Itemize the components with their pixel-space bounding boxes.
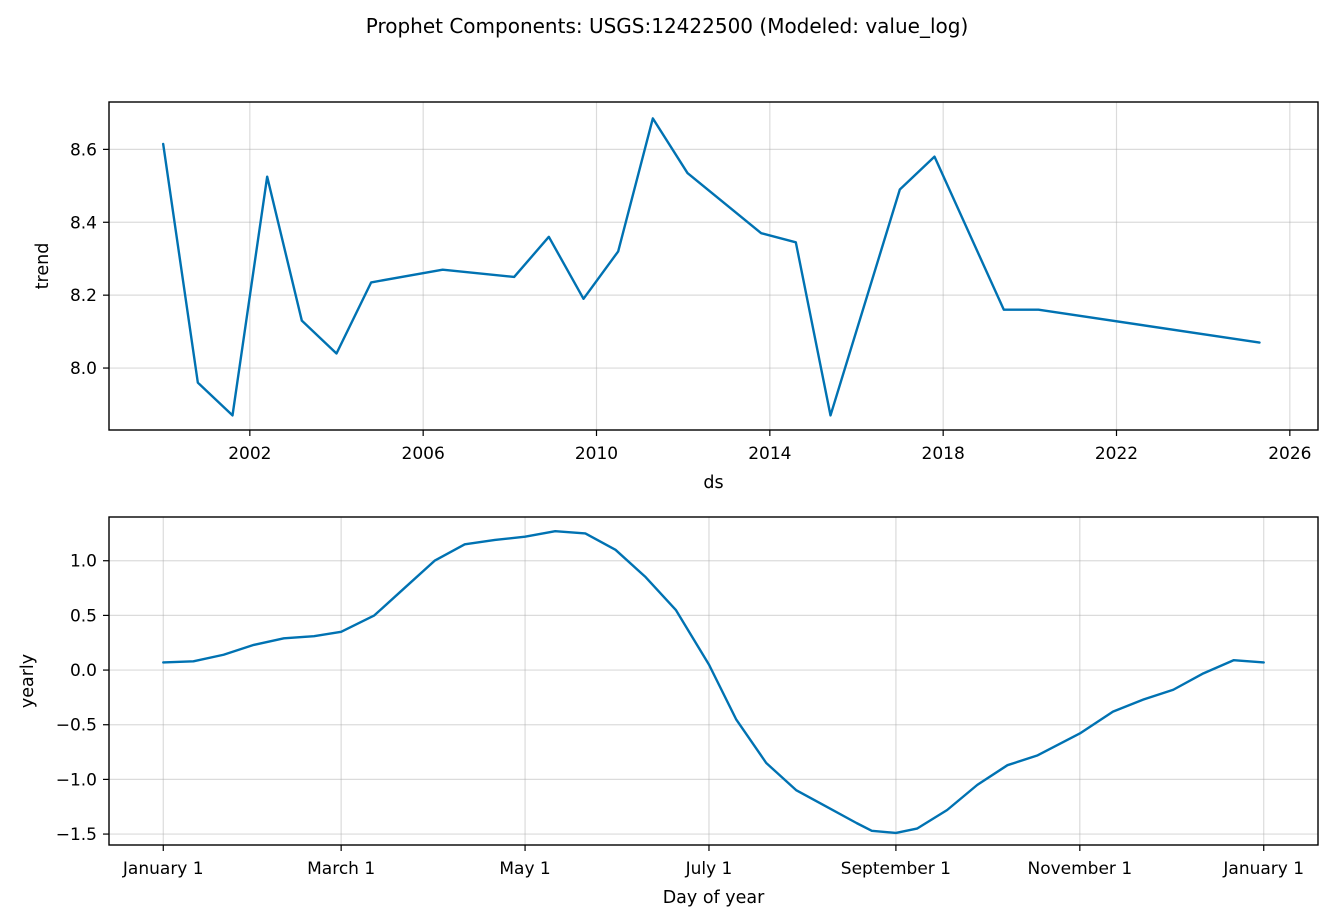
y-tick-label: 8.6 <box>70 140 97 160</box>
yearly-series-line <box>162 530 1265 835</box>
x-tick-label: 2006 <box>402 444 445 464</box>
y-tick-label: 8.2 <box>70 286 97 306</box>
x-tick-label: 2010 <box>575 444 618 464</box>
plot-frame <box>108 516 1319 846</box>
x-tick-label: November 1 <box>1027 859 1132 879</box>
trend-panel: 2002 2006 2010 2014 2018 2022 2026 8.0 8.2 8.4 8.6… <box>33 101 1319 493</box>
y-tick-label: −1.0 <box>56 770 97 790</box>
y-tick-label: 8.4 <box>70 213 97 233</box>
x-tick-label: January 1 <box>122 859 204 879</box>
y-axis-label: trend <box>33 243 53 290</box>
yearly-panel: January 1 March 1 May 1 July 1 September 1 No… <box>18 516 1319 908</box>
trend-series-line <box>161 117 1261 417</box>
x-tick-label: 2014 <box>748 444 791 464</box>
x-tick-label: 2002 <box>228 444 271 464</box>
x-tick-label: May 1 <box>499 859 550 879</box>
x-tick-label: 2022 <box>1095 444 1138 464</box>
x-tick-label: January 1 <box>1222 859 1304 879</box>
y-tick-label: 1.0 <box>70 552 97 572</box>
x-tick-label: July 1 <box>685 859 733 879</box>
x-axis-label: Day of year <box>663 888 765 908</box>
x-tick-label: March 1 <box>307 859 375 879</box>
x-axis-label: ds <box>703 473 723 493</box>
x-tick-label: 2026 <box>1268 444 1311 464</box>
x-tick-label: 2018 <box>922 444 965 464</box>
y-tick-label: −1.5 <box>56 825 97 845</box>
plot-frame <box>108 101 1319 431</box>
y-tick-label: 0.5 <box>70 606 97 626</box>
y-tick-label: −0.5 <box>56 716 97 736</box>
x-tick-label: September 1 <box>841 859 951 879</box>
y-tick-label: 0.0 <box>70 661 97 681</box>
figure-title: Prophet Components: USGS:12422500 (Model… <box>366 14 969 38</box>
y-axis-label: yearly <box>18 654 38 708</box>
y-tick-label: 8.0 <box>70 359 97 379</box>
